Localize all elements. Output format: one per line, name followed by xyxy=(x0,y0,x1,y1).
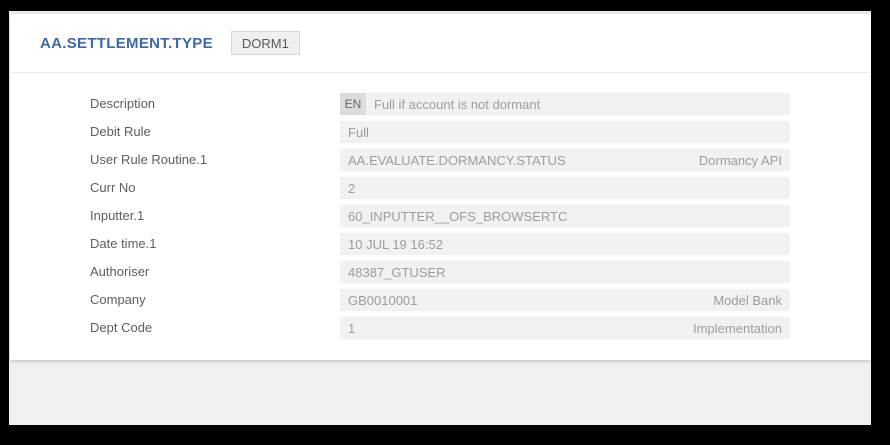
field-label: Dept Code xyxy=(90,320,153,335)
field-value: Full xyxy=(340,121,790,143)
field-text: 60_INPUTTER__OFS_BROWSERTC xyxy=(348,208,568,224)
field-text: Full xyxy=(348,124,369,140)
field-text: 10 JUL 19 16:52 xyxy=(348,236,443,252)
record-card: AA.SETTLEMENT.TYPE DORM1 Description EN … xyxy=(10,14,871,360)
field-text: GB0010001 xyxy=(348,292,418,308)
field-row-date-time: Date time.1 10 JUL 19 16:52 xyxy=(10,233,871,261)
field-value: 1 Implementation xyxy=(340,317,790,339)
field-value: AA.EVALUATE.DORMANCY.STATUS Dormancy API xyxy=(340,149,790,171)
field-enrichment: Model Bank xyxy=(713,292,782,308)
field-value: 10 JUL 19 16:52 xyxy=(340,233,790,255)
page-background: AA.SETTLEMENT.TYPE DORM1 Description EN … xyxy=(9,11,871,425)
field-enrichment: Implementation xyxy=(693,320,782,336)
field-label: Debit Rule xyxy=(90,124,151,139)
record-form: Description EN Full if account is not do… xyxy=(10,73,871,345)
language-chip: EN xyxy=(340,93,366,115)
field-label: User Rule Routine.1 xyxy=(90,152,208,167)
field-text: 2 xyxy=(348,180,356,196)
record-id-badge: DORM1 xyxy=(230,31,300,55)
field-row-dept-code: Dept Code 1 Implementation xyxy=(10,317,871,345)
field-value: 2 xyxy=(340,177,790,199)
field-value: 60_INPUTTER__OFS_BROWSERTC xyxy=(340,205,790,227)
field-text: 1 xyxy=(348,320,356,336)
field-row-user-rule-routine: User Rule Routine.1 AA.EVALUATE.DORMANCY… xyxy=(10,149,871,177)
field-value: 48387_GTUSER xyxy=(340,261,790,283)
field-enrichment: Dormancy API xyxy=(698,152,782,168)
field-label: Curr No xyxy=(90,180,136,195)
field-row-description: Description EN Full if account is not do… xyxy=(10,93,871,121)
field-row-inputter: Inputter.1 60_INPUTTER__OFS_BROWSERTC xyxy=(10,205,871,233)
field-row-debit-rule: Debit Rule Full xyxy=(10,121,871,149)
field-label: Company xyxy=(90,292,146,307)
field-text: AA.EVALUATE.DORMANCY.STATUS xyxy=(348,152,566,168)
field-label: Date time.1 xyxy=(90,236,157,251)
page-title: AA.SETTLEMENT.TYPE xyxy=(40,34,213,52)
field-value: EN Full if account is not dormant xyxy=(340,93,790,115)
field-label: Inputter.1 xyxy=(90,208,145,223)
field-label: Authoriser xyxy=(90,264,150,279)
field-row-company: Company GB0010001 Model Bank xyxy=(10,289,871,317)
field-row-curr-no: Curr No 2 xyxy=(10,177,871,205)
field-text: Full if account is not dormant xyxy=(374,96,541,112)
field-label: Description xyxy=(90,96,156,111)
field-text: 48387_GTUSER xyxy=(348,264,446,280)
record-header: AA.SETTLEMENT.TYPE DORM1 xyxy=(10,14,871,73)
field-row-authoriser: Authoriser 48387_GTUSER xyxy=(10,261,871,289)
field-value: GB0010001 Model Bank xyxy=(340,289,790,311)
